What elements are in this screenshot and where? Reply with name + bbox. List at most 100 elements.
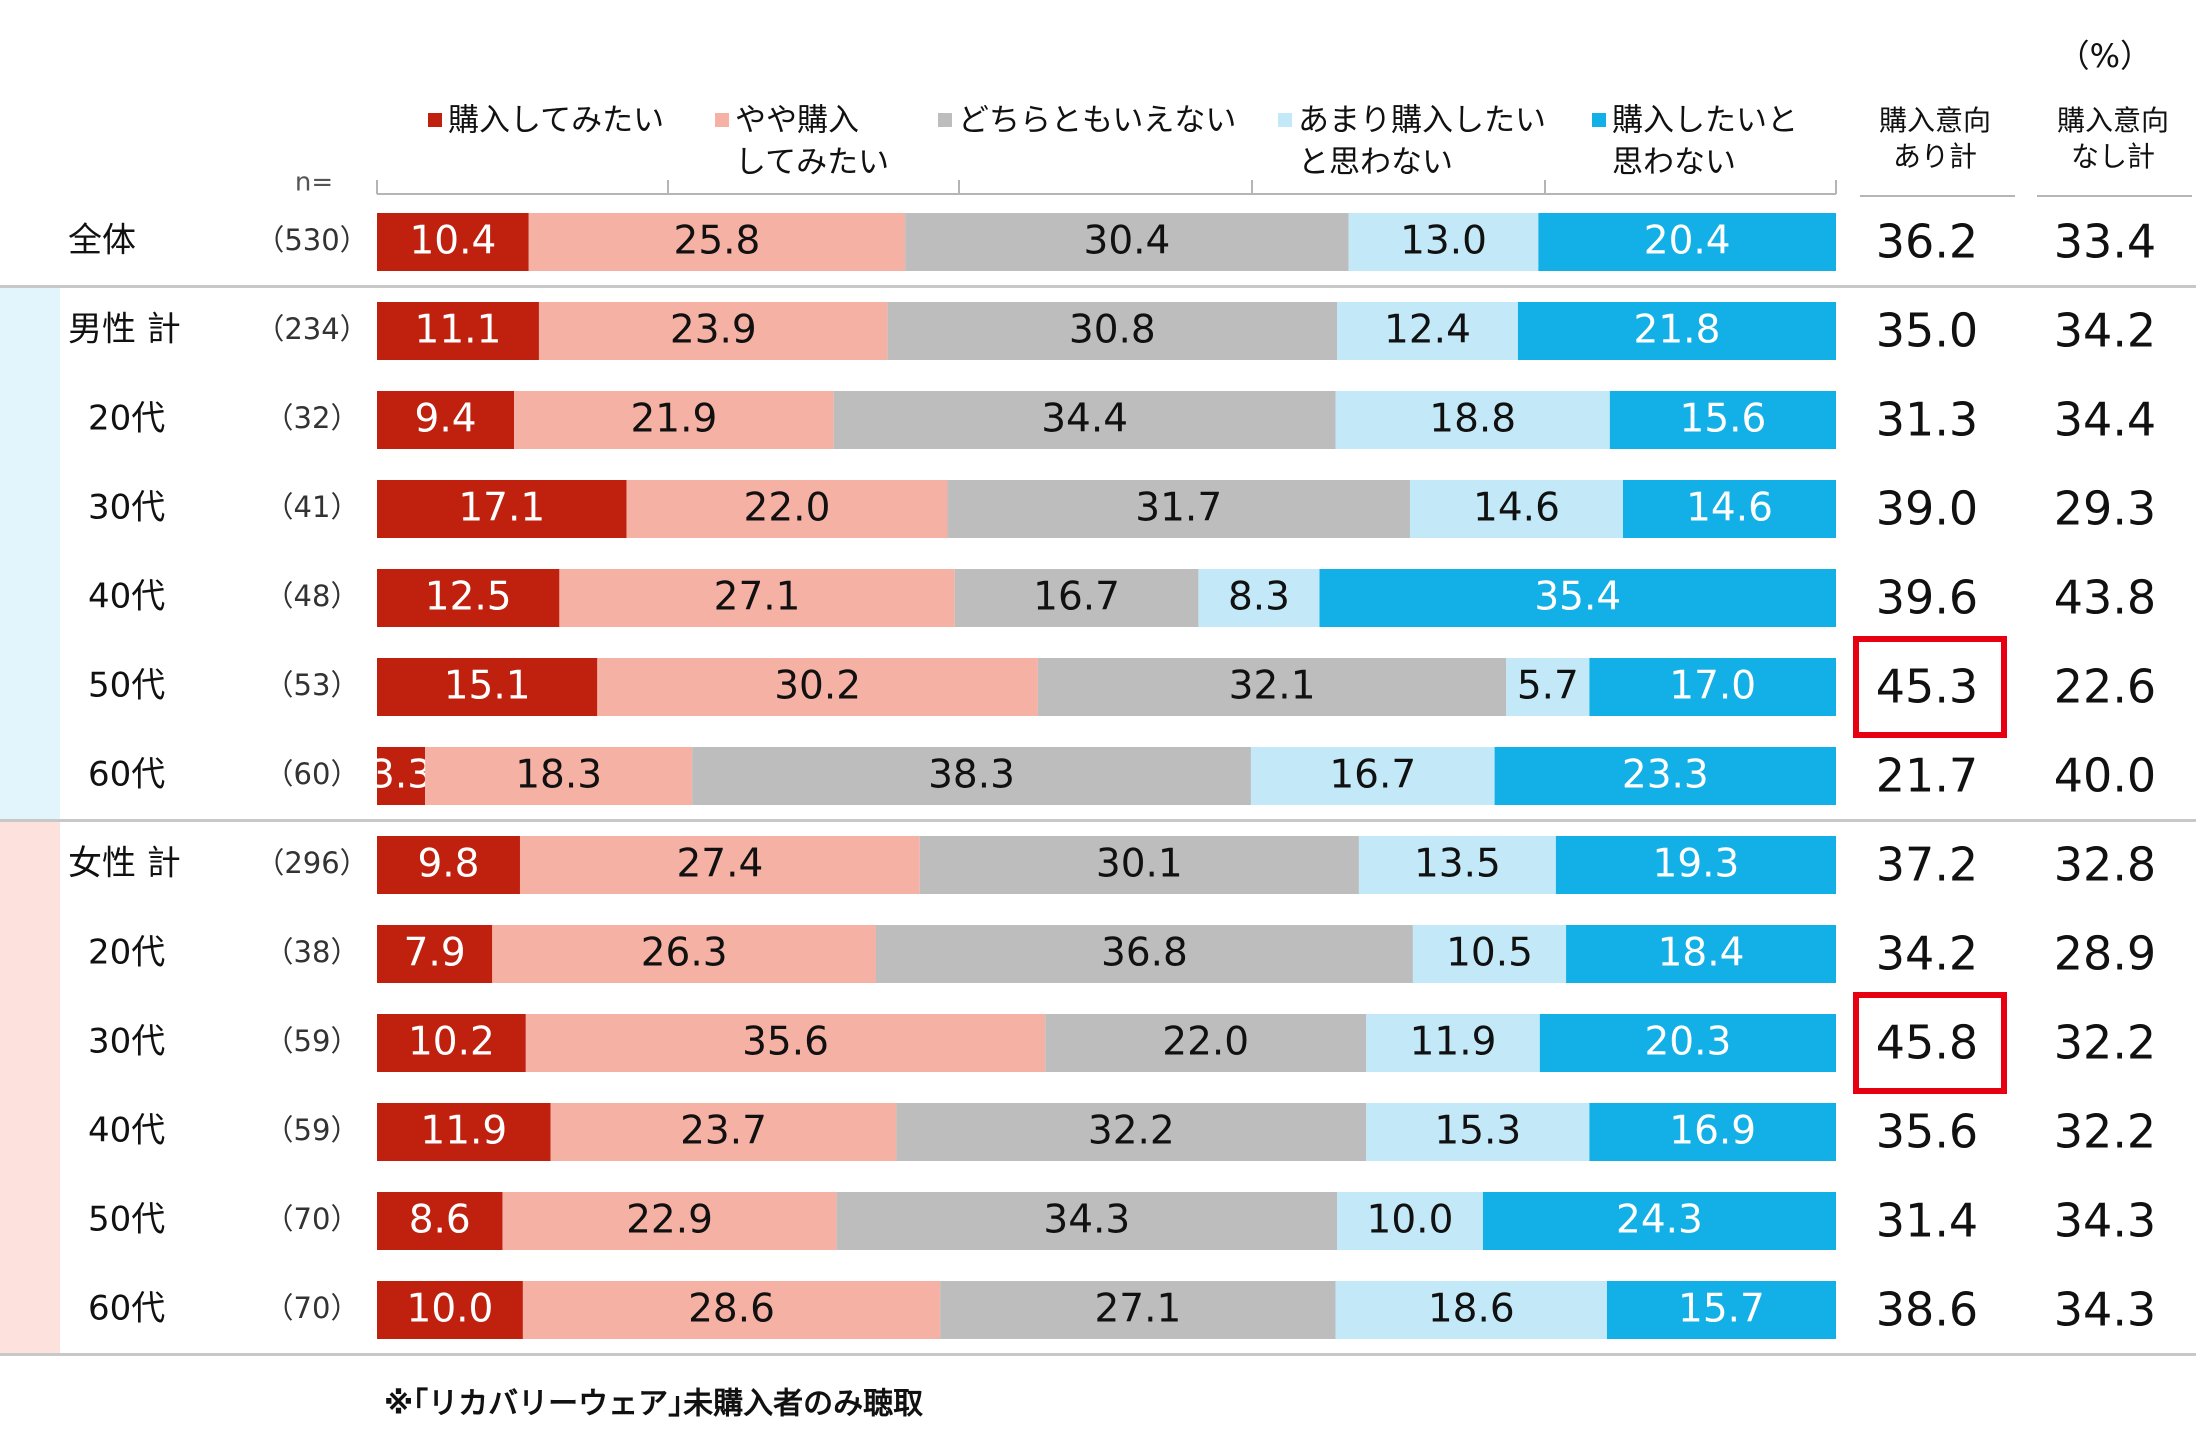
bar-value-label: 11.1 — [415, 308, 502, 353]
legend-label: どちらともいえない — [958, 103, 1236, 139]
legend-label: 購入してみたい — [448, 103, 664, 139]
bar-segment — [905, 213, 1349, 271]
bar-value-label: 15.1 — [444, 664, 531, 709]
purchase-intent-yes-total: 21.7 — [1876, 749, 1978, 803]
row-n: （70） — [265, 1202, 360, 1236]
bar-segment — [528, 213, 906, 271]
bar-value-label: 12.5 — [425, 575, 512, 620]
purchase-intent-yes-total: 45.8 — [1876, 1016, 1978, 1070]
purchase-intent-yes-total: 35.6 — [1876, 1105, 1978, 1159]
row-label: 全体 — [68, 221, 136, 261]
group-band-female — [0, 820, 60, 1355]
purchase-intent-yes-total: 31.4 — [1876, 1194, 1978, 1248]
bar-segment — [377, 1192, 503, 1250]
purchase-intent-yes-total: 36.2 — [1876, 215, 1978, 269]
bar-segment — [492, 925, 876, 983]
bar-value-label: 23.7 — [680, 1109, 767, 1154]
bar-segment — [519, 836, 920, 894]
bar-value-label: 38.3 — [928, 753, 1015, 798]
bar-value-label: 5.7 — [1517, 664, 1579, 709]
bar-segment — [875, 925, 1413, 983]
row-label: 30代 — [88, 1022, 165, 1062]
bar-segment — [1517, 302, 1836, 360]
purchase-intent-yes-total: 35.0 — [1876, 304, 1978, 358]
purchase-intent-yes-total: 34.2 — [1876, 927, 1978, 981]
bar-value-label: 26.3 — [641, 931, 728, 976]
bar-segment — [1506, 658, 1590, 716]
bar-value-label: 28.6 — [688, 1287, 775, 1332]
purchase-intent-no-total: 34.3 — [2054, 1194, 2156, 1248]
legend-label: と思わない — [1298, 145, 1453, 181]
purchase-intent-no-total: 34.4 — [2054, 393, 2156, 447]
bar-segment — [1589, 1103, 1836, 1161]
bar-segment — [377, 302, 539, 360]
bar-segment — [1198, 569, 1320, 627]
summary-header: あり計 — [1893, 140, 1977, 173]
bar-value-label: 11.9 — [420, 1109, 507, 1154]
bar-segment — [597, 658, 1038, 716]
bar-value-label: 35.4 — [1534, 575, 1621, 620]
bar-segment — [896, 1103, 1367, 1161]
bar-segment — [502, 1192, 837, 1250]
purchase-intent-no-total: 34.2 — [2054, 304, 2156, 358]
bar-segment — [887, 302, 1338, 360]
purchase-intent-no-total: 43.8 — [2054, 571, 2156, 625]
bar-segment — [377, 1281, 523, 1339]
purchase-intent-yes-total: 37.2 — [1876, 838, 1978, 892]
row-n: （296） — [255, 846, 368, 880]
summary-header: 購入意向 — [2057, 104, 2169, 137]
legend-label: あまり購入したい — [1298, 103, 1546, 139]
bar-segment — [1606, 1281, 1836, 1339]
bar-value-label: 35.6 — [742, 1020, 829, 1065]
bar-value-label: 32.1 — [1229, 664, 1316, 709]
bar-segment — [1589, 658, 1836, 716]
bar-segment — [954, 569, 1199, 627]
bar-segment — [377, 391, 515, 449]
bar-segment — [1335, 391, 1610, 449]
legend-label: してみたい — [735, 145, 889, 181]
bar-segment — [836, 1192, 1338, 1250]
highlight-box — [1853, 636, 2007, 738]
row-label: 60代 — [88, 755, 165, 795]
bar-segment — [1538, 213, 1836, 271]
bar-value-label: 19.3 — [1653, 842, 1740, 887]
row-n: （60） — [265, 757, 360, 791]
purchase-intent-no-total: 34.3 — [2054, 1283, 2156, 1337]
bar-segment — [940, 1281, 1336, 1339]
bar-segment — [1045, 1014, 1367, 1072]
bar-segment — [522, 1281, 941, 1339]
legend-label: 購入したいと — [1612, 103, 1798, 139]
bar-segment — [1494, 747, 1836, 805]
bar-segment — [377, 480, 627, 538]
bar-segment — [559, 569, 955, 627]
bar-value-label: 18.3 — [515, 753, 602, 798]
bar-segment — [525, 1014, 1046, 1072]
row-n: （41） — [265, 490, 360, 524]
bar-segment — [1609, 391, 1836, 449]
bar-value-label: 25.8 — [674, 219, 761, 264]
purchase-intent-no-total: 32.2 — [2054, 1105, 2156, 1159]
bar-value-label: 22.0 — [1162, 1020, 1249, 1065]
bar-value-label: 18.4 — [1658, 931, 1745, 976]
bar-segment — [947, 480, 1410, 538]
bar-segment — [377, 836, 520, 894]
bar-segment — [1358, 836, 1556, 894]
bar-value-label: 30.8 — [1069, 308, 1156, 353]
row-label: 男性 計 — [68, 310, 181, 350]
bar-segment — [1555, 836, 1836, 894]
footnote: ※｢リカバリーウェア｣未購入者のみ聴取 — [384, 1387, 923, 1422]
bar-value-label: 10.0 — [1367, 1198, 1454, 1243]
purchase-intent-no-total: 33.4 — [2054, 215, 2156, 269]
row-label: 20代 — [88, 399, 165, 439]
bar-segment — [377, 925, 493, 983]
bar-segment — [1622, 480, 1836, 538]
bar-value-label: 11.9 — [1410, 1020, 1497, 1065]
bar-value-label: 7.9 — [404, 931, 466, 976]
bar-segment — [1348, 213, 1539, 271]
bar-value-label: 9.8 — [417, 842, 479, 887]
group-band-male — [0, 286, 60, 821]
bar-value-label: 16.7 — [1329, 753, 1416, 798]
bar-segment — [626, 480, 948, 538]
purchase-intent-yes-total: 45.3 — [1876, 660, 1978, 714]
bar-segment — [377, 213, 529, 271]
